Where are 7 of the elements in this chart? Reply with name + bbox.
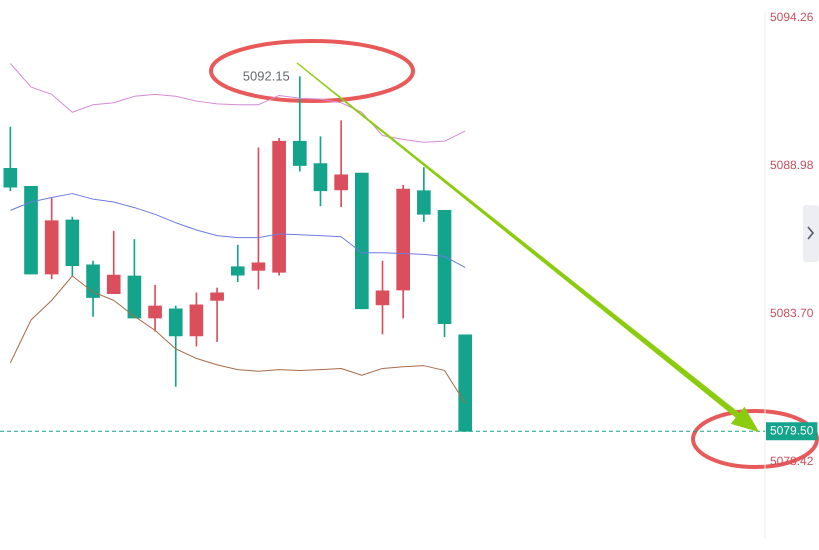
candlestick — [24, 186, 38, 274]
y-tick-label: 5094.26 — [770, 10, 814, 24]
ref-line-label: 5079.50 — [770, 424, 814, 438]
y-tick-label: 5088.98 — [770, 158, 814, 172]
y-tick-label: 5083.70 — [770, 306, 814, 320]
candlestick — [148, 284, 162, 332]
annotation: 5092.15 — [242, 68, 290, 84]
